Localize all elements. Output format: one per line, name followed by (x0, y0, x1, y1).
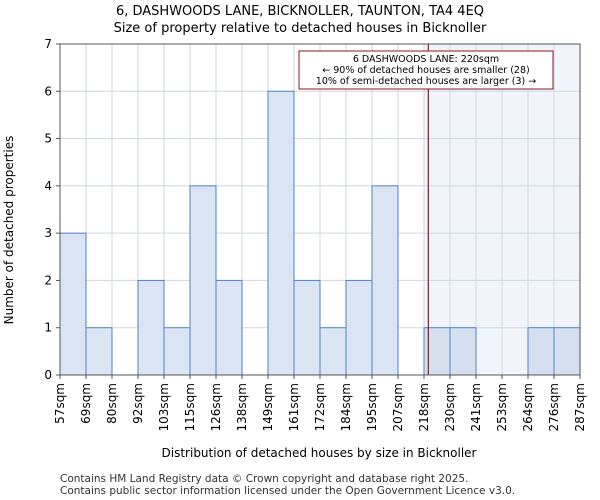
annotation-box: 6 DASHWOODS LANE: 220sqm ← 90% of detach… (298, 50, 554, 90)
x-tick-label: 92sqm (131, 383, 145, 424)
x-tick-label: 138sqm (235, 383, 249, 431)
bar-103sqm (163, 327, 191, 376)
annotation-line-3: 10% of semi-detached houses are larger (… (316, 76, 536, 87)
x-tick-label: 126sqm (209, 383, 223, 431)
x-tick-label: 276sqm (547, 383, 561, 431)
y-tick-label: 6 (44, 84, 52, 98)
x-tick-label: 253sqm (495, 383, 509, 431)
bar-126sqm (215, 279, 243, 376)
bar-161sqm (293, 279, 321, 376)
x-tick-label: 69sqm (79, 383, 93, 424)
bar-115sqm (189, 185, 217, 376)
annotation-line-2: ← 90% of detached houses are smaller (28… (322, 65, 529, 76)
x-tick-label: 287sqm (573, 383, 587, 431)
y-axis-label: Number of detached properties (2, 136, 16, 325)
x-tick-label: 149sqm (261, 383, 275, 431)
x-tick-label: 264sqm (521, 383, 535, 431)
x-tick-label: 103sqm (157, 383, 171, 431)
annotation-line-1: 6 DASHWOODS LANE: 220sqm (353, 54, 499, 65)
x-tick-label: 115sqm (183, 383, 197, 431)
x-tick-label: 184sqm (339, 383, 353, 431)
y-tick-label: 4 (44, 179, 52, 193)
bar-276sqm (553, 327, 581, 376)
chart-title: 6, DASHWOODS LANE, BICKNOLLER, TAUNTON, … (115, 4, 485, 19)
x-tick-label: 80sqm (105, 383, 119, 424)
bar-92sqm (137, 279, 165, 376)
footer-line-1: Contains HM Land Registry data © Crown c… (60, 473, 469, 485)
x-tick-label: 195sqm (365, 383, 379, 431)
x-tick-label: 172sqm (313, 383, 327, 431)
x-tick-label: 207sqm (391, 383, 405, 431)
bar-57sqm (59, 232, 87, 376)
y-tick-label: 0 (44, 368, 52, 382)
y-tick-label: 7 (44, 37, 52, 51)
footer-line-2: Contains public sector information licen… (60, 485, 516, 497)
y-axis-ticks: 0 1 2 3 4 5 6 7 (44, 37, 60, 382)
chart-subtitle: Size of property relative to detached ho… (113, 21, 487, 36)
y-tick-label: 2 (44, 273, 52, 287)
x-axis-ticks: 57sqm 69sqm 80sqm 92sqm 103sqm 115sqm 126sqm 13… (53, 375, 587, 431)
bar-149sqm (267, 90, 295, 376)
bar-69sqm (85, 327, 113, 376)
x-axis-label: Distribution of detached houses by size … (162, 446, 477, 460)
y-tick-label: 1 (44, 321, 52, 335)
bar-230sqm (449, 327, 477, 376)
y-tick-label: 3 (44, 226, 52, 240)
x-tick-label: 218sqm (417, 383, 431, 431)
y-tick-label: 5 (44, 132, 52, 146)
x-tick-label: 230sqm (443, 383, 457, 431)
bar-172sqm (319, 327, 347, 376)
x-tick-label: 241sqm (469, 383, 483, 431)
bar-184sqm (345, 279, 373, 376)
x-tick-label: 161sqm (287, 383, 301, 431)
bar-264sqm (527, 327, 555, 376)
x-tick-label: 57sqm (53, 383, 67, 424)
bar-195sqm (371, 185, 399, 376)
